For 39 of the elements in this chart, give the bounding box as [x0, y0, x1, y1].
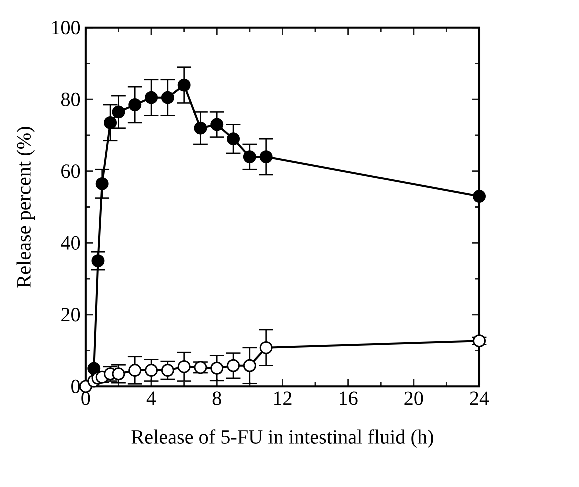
point [145, 364, 158, 378]
point [104, 116, 118, 130]
point [260, 150, 273, 164]
y-tick-label: 100 [52, 21, 80, 35]
x-tick-label: 4 [146, 392, 156, 406]
point [92, 254, 105, 268]
point [88, 362, 101, 376]
y-tick-label: 0 [72, 380, 80, 394]
y-tick-label: 80 [61, 92, 80, 106]
point [227, 359, 240, 372]
point [227, 132, 240, 146]
point [194, 122, 208, 135]
point [128, 98, 142, 112]
y-tick-label: 20 [62, 308, 80, 322]
point [161, 91, 174, 104]
x-axis-title: Release of 5-FU in intestinal fluid (h) [132, 430, 434, 448]
point [243, 359, 256, 372]
point [112, 106, 126, 119]
y-tick-label: 60 [62, 164, 80, 178]
x-tick-label: 8 [212, 392, 222, 406]
point [178, 78, 191, 92]
point [112, 368, 126, 381]
point [178, 360, 191, 374]
y-tick-label: 40 [61, 236, 80, 250]
x-tick-label: 12 [274, 392, 292, 406]
x-tick-label: 20 [404, 392, 424, 406]
point [96, 178, 109, 190]
point [210, 362, 224, 375]
point [260, 341, 273, 354]
point [473, 190, 486, 204]
point [161, 364, 174, 378]
point [210, 118, 224, 132]
x-tick-label: 24 [470, 392, 490, 406]
point [145, 91, 158, 104]
point [243, 150, 256, 164]
x-tick-label: 16 [340, 392, 358, 406]
point [473, 334, 486, 348]
y-axis-title: Release percent (%) [16, 127, 36, 288]
point [128, 364, 142, 378]
